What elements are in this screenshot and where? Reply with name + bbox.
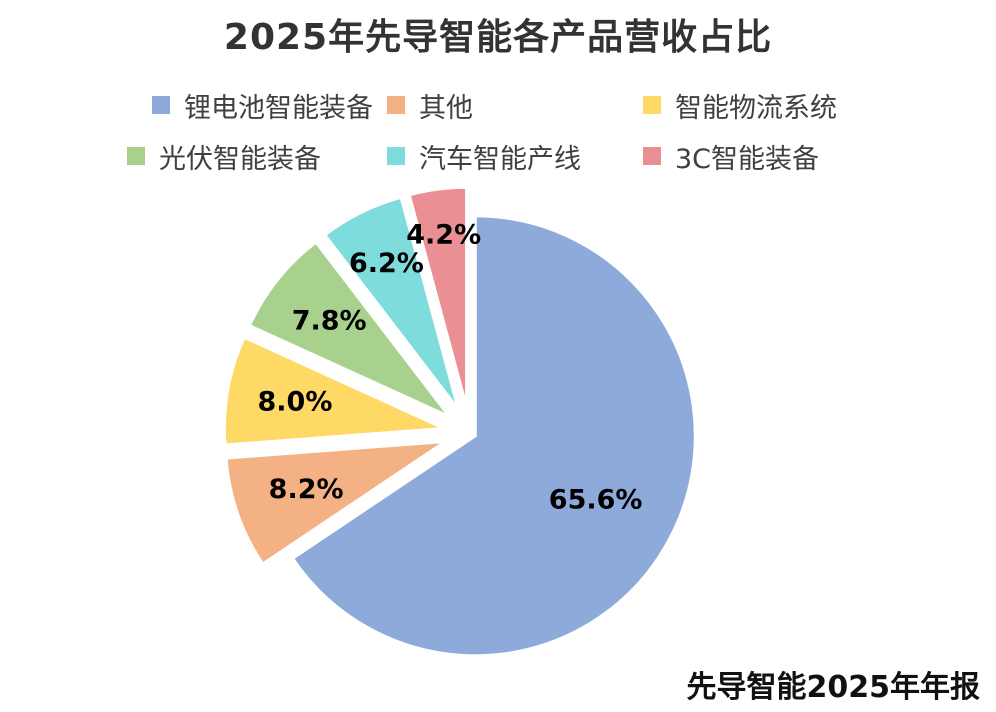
legend-label: 其他 — [419, 92, 473, 124]
legend-swatch — [643, 147, 661, 165]
legend-label: 光伏智能装备 — [159, 143, 321, 175]
slice-data-label: 7.8% — [292, 305, 367, 336]
legend-label: 3C智能装备 — [675, 143, 820, 175]
legend-swatch — [643, 96, 661, 114]
legend-item-3c: 3C智能装备 — [643, 136, 819, 176]
legend-swatch — [127, 147, 145, 165]
legend-swatch — [387, 96, 405, 114]
pie-slice — [222, 335, 446, 447]
legend-swatch — [152, 96, 170, 114]
chart-title: 2025年先导智能各产品营收占比 — [223, 17, 773, 58]
slice-data-label: 8.2% — [269, 474, 344, 505]
slice-data-label: 6.2% — [349, 248, 424, 279]
legend-item-pv: 光伏智能装备 — [127, 136, 321, 176]
legend-label: 智能物流系统 — [675, 92, 837, 124]
slice-data-label: 65.6% — [549, 485, 643, 516]
source-label: 先导智能2025年年报 — [686, 670, 981, 705]
legend-item-logistics: 智能物流系统 — [643, 85, 837, 125]
legend-item-other: 其他 — [387, 85, 473, 125]
pie-slice — [247, 240, 451, 419]
slice-data-label: 4.2% — [406, 219, 481, 250]
legend-label: 锂电池智能装备 — [184, 92, 373, 124]
slice-data-label: 8.0% — [257, 386, 332, 417]
pie-slice — [407, 185, 469, 408]
legend-item-auto: 汽车智能产线 — [387, 136, 581, 176]
pie-slice — [224, 439, 451, 567]
legend-item-lithium: 锂电池智能装备 — [152, 85, 373, 125]
legend-swatch — [387, 147, 405, 165]
legend-label: 汽车智能产线 — [419, 143, 581, 175]
pie-slice — [290, 214, 697, 658]
pie-slice — [322, 195, 460, 411]
